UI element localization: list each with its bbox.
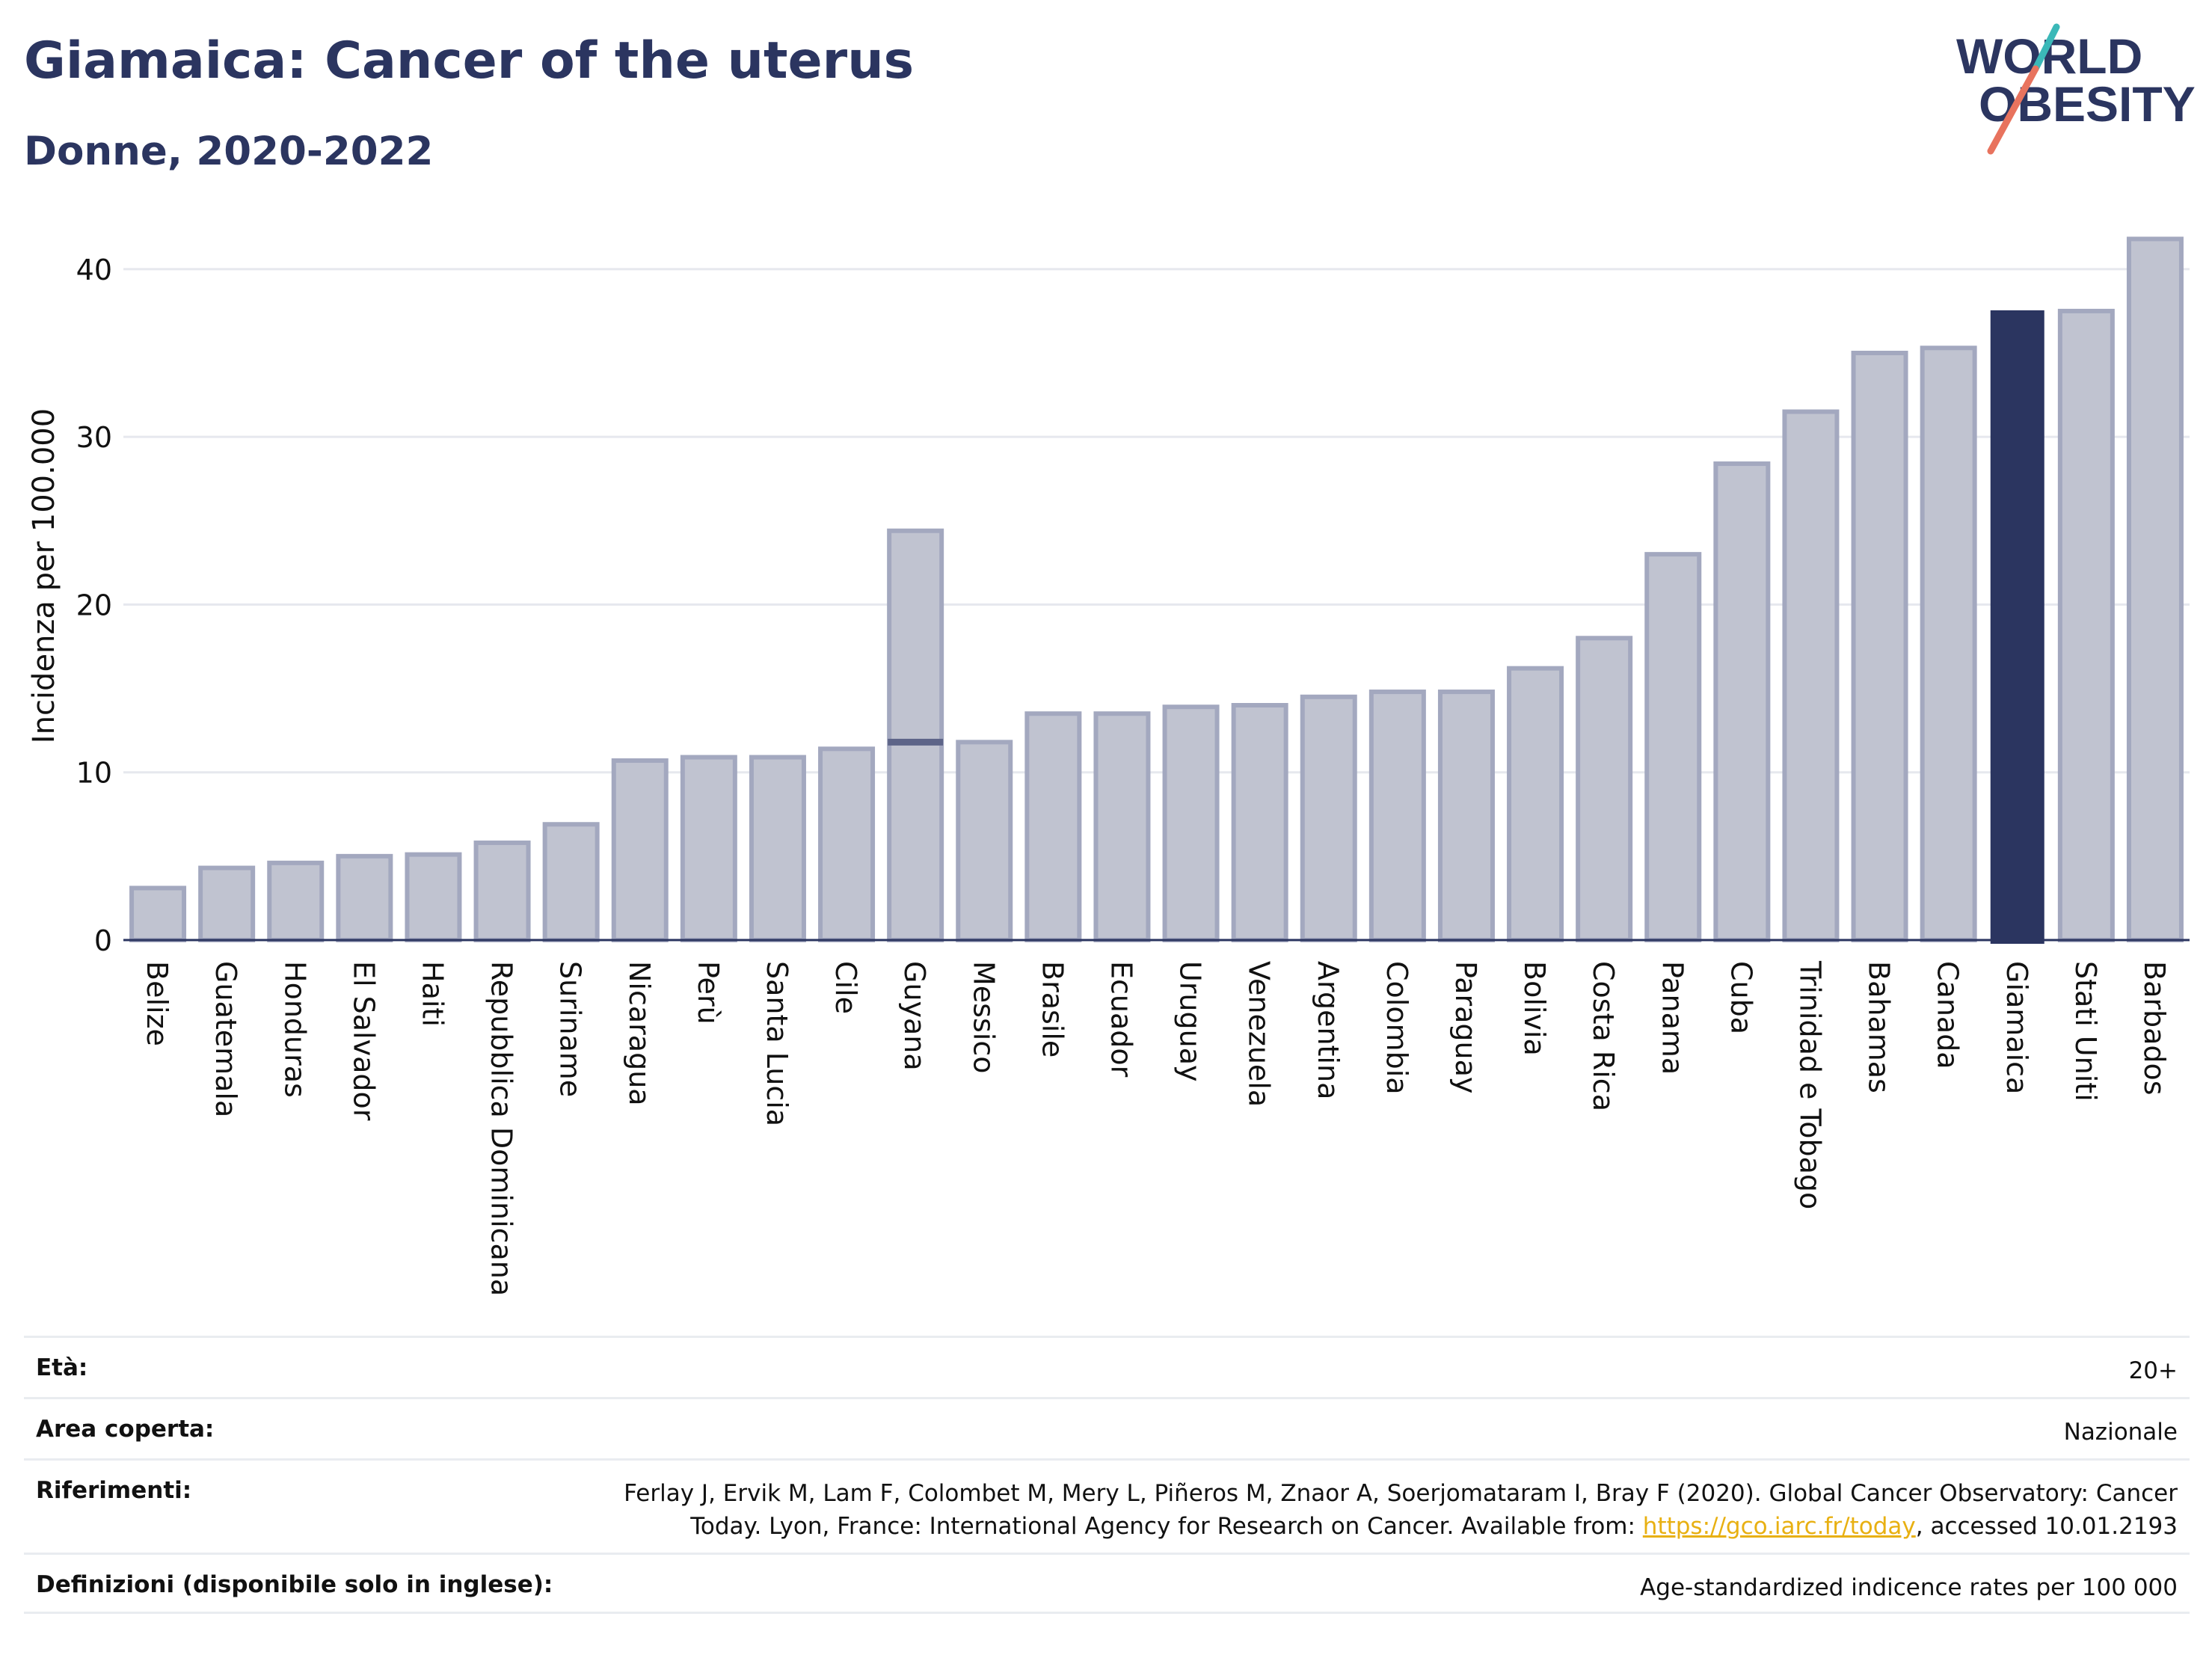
x-tick-label: Uruguay	[1174, 961, 1207, 1082]
references-line-1: Ferlay J, Ervik M, Lam F, Colombet M, Me…	[624, 1480, 2178, 1507]
bar-santa-lucia	[749, 755, 806, 942]
bar-honduras	[267, 860, 325, 943]
bar-el-salvador	[336, 853, 393, 943]
bar-cuba	[1713, 461, 1771, 942]
info-row-references: Riferimenti: Ferlay J, Ervik M, Lam F, C…	[24, 1458, 2190, 1553]
bar-argentina	[1300, 694, 1357, 942]
x-tick-label: Messico	[967, 961, 1000, 1073]
bar-canada	[1920, 346, 1977, 942]
bar-haiti	[405, 852, 462, 942]
definitions-label: Definizioni (disponibile solo in inglese…	[36, 1571, 553, 1598]
x-tick-label: Belize	[141, 961, 173, 1046]
references-link[interactable]: https://gco.iarc.fr/today	[1642, 1513, 1916, 1540]
references-line-2-start: Today. Lyon, France: International Agenc…	[690, 1513, 1643, 1540]
references-value: Ferlay J, Ervik M, Lam F, Colombet M, Me…	[624, 1477, 2178, 1543]
bar-messico	[956, 740, 1013, 942]
x-tick-label: Haiti	[416, 961, 449, 1027]
bar-panama	[1644, 552, 1702, 942]
x-tick-label: Panama	[1656, 961, 1689, 1075]
y-tick-label: 20	[76, 589, 112, 621]
bar-venezuela	[1231, 703, 1288, 942]
y-ticks: 0 10 20 30 40	[76, 254, 112, 957]
x-tick-labels: Belize Guatemala Honduras El Salvador Haiti R…	[141, 960, 2171, 1296]
info-row-definitions: Definizioni (disponibile solo in inglese…	[24, 1553, 2190, 1614]
info-row-area: Area coperta: Nazionale	[24, 1397, 2190, 1458]
y-axis-label: Incidenza per 100.000	[27, 408, 61, 743]
x-tick-label: Argentina	[1312, 961, 1345, 1099]
references-line-2-end: , accessed 10.01.2193	[1915, 1513, 2178, 1540]
bar-chart: 0 10 20 30 40 Belize Guatemala Honduras El Salv…	[27, 236, 2190, 1296]
bar-suriname	[542, 822, 600, 942]
x-tick-label: Giamaica	[2000, 961, 2033, 1094]
x-tick-label: Colombia	[1380, 961, 1413, 1095]
x-tick-label: Brasile	[1036, 961, 1069, 1057]
x-tick-label: Ecuador	[1105, 961, 1137, 1078]
x-tick-label: Santa Lucia	[761, 961, 793, 1126]
age-label: Età:	[36, 1354, 88, 1381]
x-tick-label: Suriname	[554, 961, 587, 1097]
area-value: Nazionale	[2063, 1419, 2178, 1446]
bar-bahamas	[1851, 351, 1908, 942]
bar-paraguay	[1437, 690, 1495, 942]
chart-title: Giamaica: Cancer of the uterus	[24, 31, 915, 90]
x-tick-label: Cuba	[1724, 961, 1757, 1034]
bars	[129, 236, 2184, 944]
x-tick-label: Canada	[1932, 961, 1964, 1069]
x-tick-label: Cile	[829, 961, 862, 1014]
logo-slash-teal	[2032, 23, 2060, 73]
x-tick-label: Honduras	[278, 961, 311, 1098]
bar-nicaragua	[611, 758, 669, 942]
bar-cile	[818, 746, 876, 942]
bar-costa-rica	[1576, 636, 1633, 942]
bar-barbados	[2126, 236, 2184, 942]
x-tick-label: Guyana	[898, 961, 931, 1071]
bar-guyana	[887, 528, 944, 942]
bar-stati-uniti	[2057, 308, 2115, 942]
area-label: Area coperta:	[36, 1416, 215, 1443]
x-tick-label: Costa Rica	[1587, 961, 1620, 1111]
x-tick-label: Paraguay	[1449, 961, 1482, 1093]
definitions-value: Age-standardized indicence rates per 100…	[1640, 1574, 2178, 1601]
bar-giamaica	[1990, 310, 2044, 944]
x-tick-label: Stati Uniti	[2069, 961, 2102, 1102]
x-tick-label: Barbados	[2138, 961, 2171, 1096]
bar-ecuador	[1093, 711, 1151, 942]
bar-bolivia	[1507, 666, 1564, 943]
x-tick-label: Nicaragua	[623, 961, 656, 1106]
x-tick-label: Venezuela	[1243, 961, 1276, 1107]
grid-lines	[123, 268, 2190, 774]
references-label: Riferimenti:	[36, 1477, 192, 1504]
info-row-age: Età: 20+	[24, 1336, 2190, 1397]
x-tick-label: Perù	[692, 961, 725, 1025]
logo-slash-coral	[1987, 65, 2039, 155]
age-value: 20+	[2128, 1357, 2178, 1384]
chart-subtitle: Donne, 2020-2022	[24, 129, 434, 174]
y-tick-label: 40	[76, 254, 112, 286]
x-tick-label: Bahamas	[1863, 961, 1896, 1093]
world-obesity-logo: WORLD OBESITY	[1956, 23, 2196, 155]
bar-trinidad-e-tobago	[1782, 409, 1840, 942]
y-tick-label: 10	[76, 757, 112, 790]
bar-guatemala	[198, 865, 256, 942]
y-tick-label: 0	[94, 924, 112, 957]
bar-uruguay	[1162, 704, 1220, 942]
x-tick-label: El Salvador	[347, 961, 380, 1121]
x-tick-label: Trinidad e Tobago	[1793, 960, 1826, 1209]
x-tick-label: Bolivia	[1518, 961, 1551, 1056]
bar-belize	[129, 885, 187, 943]
bar-colombia	[1368, 690, 1426, 942]
y-tick-label: 30	[76, 421, 112, 454]
bar-per-	[680, 755, 737, 942]
bar-brasile	[1024, 711, 1082, 942]
bar-repubblica-dominicana	[473, 840, 531, 943]
info-table: Età: 20+ Area coperta: Nazionale Riferim…	[24, 1336, 2190, 1614]
x-tick-label: Guatemala	[209, 961, 242, 1117]
x-tick-label: Repubblica Dominicana	[485, 961, 518, 1296]
